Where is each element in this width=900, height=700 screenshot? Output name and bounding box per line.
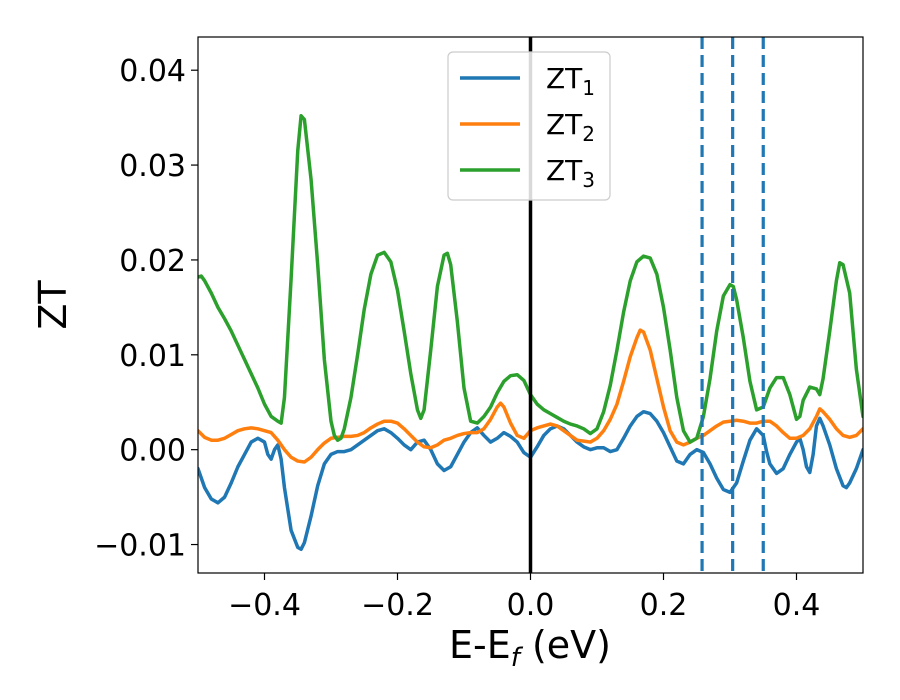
y-tick-label: 0.01 [119,339,186,374]
series-line-zt1 [198,409,863,552]
series-line-zt2 [198,328,863,464]
y-tick-label: −0.01 [94,529,186,564]
y-axis: −0.01 0.00 0.01 0.02 0.03 0.04 [94,54,198,564]
x-tick-label: 0.4 [773,588,821,623]
legend-label-subscript: 3 [582,168,595,192]
series-layer [198,113,863,552]
x-tick-label: 0.2 [640,588,688,623]
x-tick-label: −0.2 [361,588,434,623]
y-tick-label: 0.00 [119,434,186,469]
legend-label-main: ZT [546,62,583,95]
legend-box [447,51,611,201]
series-line-zt3 [198,113,863,444]
legend-label-zt1: ZT1 [546,62,595,100]
legend-label-main: ZT [546,154,583,187]
x-axis-title-unit: (eV) [520,623,611,667]
y-tick-label: 0.03 [119,149,186,184]
legend-label-main: ZT [546,108,583,141]
legend-label-zt2: ZT2 [546,108,595,146]
y-tick-label: 0.04 [119,54,186,89]
x-axis-title-main: E-E [449,623,511,667]
x-tick-label: −0.4 [228,588,301,623]
y-tick-label: 0.02 [119,244,186,279]
x-axis-title: E-Ef (eV) [449,623,611,673]
legend-label-subscript: 1 [582,76,595,100]
legend-label-subscript: 2 [582,122,595,146]
x-axis: −0.4 −0.2 0.0 0.2 0.4 [228,573,820,623]
legend-label-zt3: ZT3 [546,154,595,192]
y-axis-title: ZT [31,280,75,330]
x-tick-label: 0.0 [507,588,555,623]
